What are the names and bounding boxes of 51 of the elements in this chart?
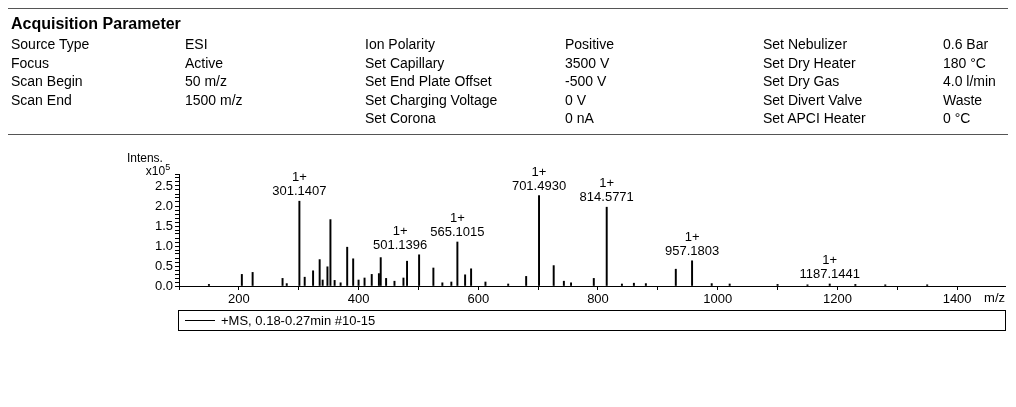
annotation: 1+ 501.1396 [373, 222, 428, 252]
x-tick-label: 1200 [822, 291, 852, 307]
text: 4.0 l/min [943, 72, 997, 91]
text: -500 V [565, 72, 608, 91]
annotation: 1+ 1187.1441 [799, 252, 860, 282]
text: 0 nA [565, 109, 595, 128]
text: 0.6 Bar [943, 35, 990, 54]
text: 1500 m/z [185, 90, 244, 110]
text: Focus [11, 53, 51, 73]
text: Scan Begin [11, 72, 84, 91]
text: ESI [185, 35, 209, 54]
text: Ion Polarity [365, 35, 437, 54]
text: Acquisition Parameter [11, 14, 182, 34]
y-tick-label: 0.0 [154, 277, 173, 293]
y-tick-label: 1.5 [154, 217, 173, 233]
text: 0 °C [943, 109, 972, 128]
y-tick-label: 1.0 [154, 237, 173, 253]
x-axis-title: m/z [984, 290, 1005, 306]
x-tick-label: 800 [587, 291, 609, 307]
legend-label: +MS, 0.18-0.27min #10-15 [221, 312, 376, 328]
text: Set Corona [365, 109, 437, 128]
y-tick-label: 0.5 [154, 257, 173, 273]
annotation: 1+ 814.5771 [579, 175, 634, 205]
source-note: Source Type [11, 35, 91, 54]
text: Positive [565, 35, 616, 54]
text: Active [185, 53, 225, 73]
text: 50 m/z [185, 72, 228, 91]
text: Set End Plate Offset [365, 72, 493, 91]
y-tick-label: 2.0 [154, 197, 173, 213]
text: Waste [943, 90, 984, 110]
annotation: 1+ 565.1015 [430, 210, 485, 240]
text: 3500 V [565, 53, 611, 73]
text: 180 °C [943, 53, 987, 73]
text: Set Dry Gas [763, 72, 841, 91]
x-tick-label: 200 [228, 291, 250, 307]
text: Set Dry Heater [763, 53, 857, 73]
annotation: 1+ 301.1407 [272, 169, 327, 199]
text: 0 V [565, 90, 587, 110]
text: Scan End [11, 90, 73, 110]
x-tick-label: 600 [467, 291, 490, 307]
y-tick-label: 2.5 [154, 177, 173, 193]
text: Set Nebulizer [763, 35, 849, 54]
x-tick-label: 1000 [703, 291, 733, 307]
annotation: 1+ 701.4930 [511, 163, 567, 193]
text: Set APCI Heater [763, 109, 867, 128]
x-tick-label: 1400 [942, 291, 972, 307]
x-tick-label: 400 [347, 291, 370, 307]
text: Set Divert Valve [763, 90, 864, 110]
text: Set Capillary [365, 53, 446, 73]
text: Set Charging Voltage [365, 90, 499, 110]
annotation: 1+ 957.1803 [664, 228, 720, 258]
